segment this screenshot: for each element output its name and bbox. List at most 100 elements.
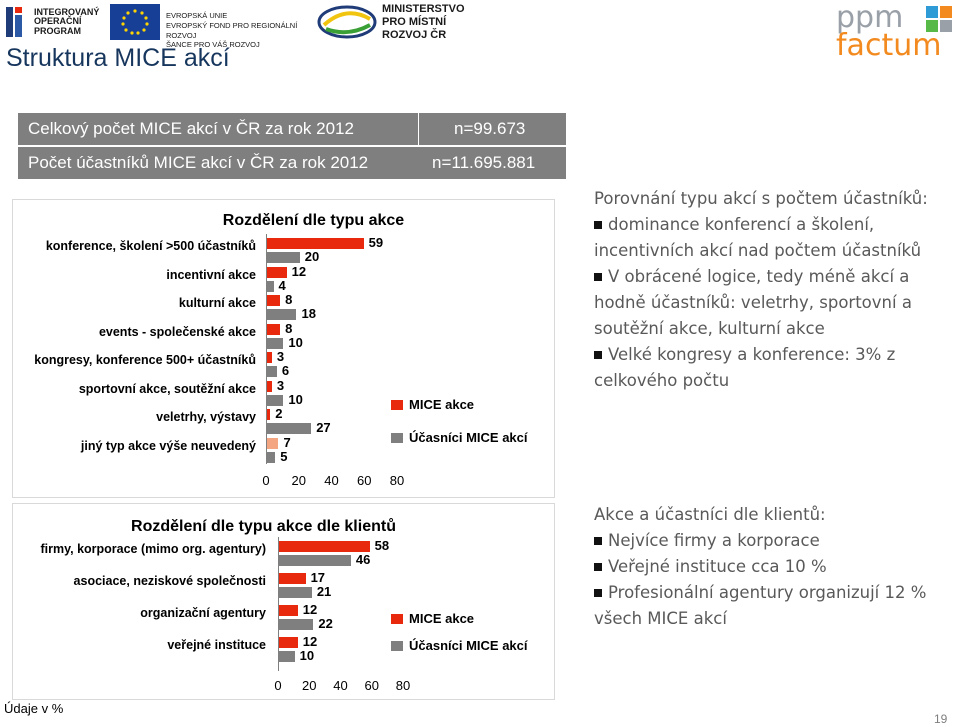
category-label: konference, školení >500 účastníků (45, 239, 256, 253)
mmr-line-1: MINISTERSTVO (382, 3, 465, 15)
bar-participants (267, 366, 277, 377)
data-label: 17 (310, 570, 326, 585)
side1-bullet: Velké kongresy a konference: 3% z celkov… (594, 342, 944, 394)
data-label: 27 (316, 420, 331, 435)
chart1-legend-participants-label: Účasníci MICE akcí (409, 430, 528, 445)
data-label: 20 (304, 249, 320, 264)
bar-participants (279, 587, 312, 598)
iop-line-3: PROGRAM (34, 25, 81, 36)
bar-mice (267, 238, 364, 249)
side1-bullet: dominance konferencí a školení, incentiv… (594, 212, 944, 264)
bar-participants (267, 337, 284, 349)
bar-mice (267, 266, 287, 278)
data-label: 12 (302, 634, 318, 649)
data-label: 10 (288, 334, 303, 350)
chart1-legend-mice-label: MICE akce (409, 397, 475, 412)
bar-participants (267, 451, 276, 463)
bar-participants (267, 280, 274, 292)
category-label: kulturní akce (178, 296, 256, 310)
chart2-legend-mice: MICE akce (391, 611, 474, 626)
bar-participants (267, 309, 297, 320)
side1-bullet: V obrácené logice, tedy méně akcí a hodn… (594, 264, 944, 342)
data-label: 21 (316, 584, 332, 599)
bar-participants (267, 423, 312, 434)
eu-line-2: EVROPSKÝ FOND PRO REGIONÁLNÍ ROZVOJ (166, 20, 298, 40)
y-axis-line (278, 537, 279, 671)
mmr-line-3: ROZVOJ ČR (382, 29, 447, 42)
x-tick-label: 60 (364, 678, 379, 693)
data-label: 10 (299, 648, 315, 663)
bar-participants (279, 555, 351, 566)
iop-logo-mark (6, 7, 28, 37)
data-label: 7 (283, 434, 291, 450)
legend-swatch-participants (391, 433, 403, 443)
category-label: incentivní akce (166, 267, 256, 282)
category-label: sportovní akce, soutěžní akce (78, 381, 256, 396)
bar-participants (279, 651, 295, 662)
chart1-legend-participants: Účasníci MICE akcí (391, 430, 528, 445)
x-tick-label: 20 (291, 473, 306, 488)
side2-bullet: Profesionální agentury organizují 12 % v… (594, 580, 944, 632)
data-label: 59 (368, 235, 384, 250)
eu-line-3: ŠANCE PRO VÁŠ ROZVOJ (166, 40, 260, 50)
data-label: 3 (276, 349, 285, 364)
footer-note: Údaje v % (4, 701, 64, 716)
legend-swatch-participants-2 (391, 641, 403, 651)
stat-participants-value: n=11.695.881 (432, 153, 536, 172)
category-label: events - společenské akce (98, 324, 256, 339)
stat-row-participants: Počet účastníků MICE akcí v ČR za rok 20… (18, 147, 566, 179)
x-tick-label: 80 (389, 473, 405, 488)
bar-mice (267, 380, 272, 392)
iop-line-2: OPERAČNÍ (34, 16, 82, 27)
ppm-logo-bottom: factum (836, 28, 942, 63)
legend-swatch-mice-2 (391, 614, 403, 624)
mmr-logo: MINISTERSTVO PRO MÍSTNÍ ROZVOJ ČR (382, 3, 472, 43)
legend-swatch-mice (391, 400, 403, 410)
category-label: kongresy, konference 500+ účastníků (34, 353, 256, 367)
stat-events-label: Celkový počet MICE akcí v ČR za rok 2012 (28, 119, 354, 138)
category-label: jiný typ akce výše neuvedený (80, 438, 256, 453)
data-label: 10 (288, 391, 303, 407)
x-tick-label: 0 (262, 473, 270, 488)
side1-heading: Porovnání typu akcí s počtem účastníků: (594, 189, 928, 208)
page-title: Struktura MICE akcí (6, 44, 230, 72)
stat-events-value: n=99.673 (454, 119, 526, 138)
bar-mice (267, 323, 281, 335)
bar-participants (279, 619, 314, 630)
category-label: organizační agentury (140, 606, 266, 620)
bar-mice (279, 637, 298, 648)
x-tick-label: 80 (395, 678, 411, 693)
data-label: 5 (280, 448, 288, 464)
mmr-line-2: PRO MÍSTNÍ (382, 16, 447, 29)
data-label: 8 (285, 292, 293, 307)
data-label: 46 (355, 552, 371, 567)
chart2-legend-participants-label: Účasníci MICE akcí (409, 638, 528, 653)
chart-by-event-type: Rozdělení dle typu akce MICE akce Účasní… (12, 199, 555, 498)
side2-bullet: Nejvíce firmy a korporace (594, 528, 944, 554)
y-axis-line (266, 234, 267, 464)
chart1-legend-mice: MICE akce (391, 397, 474, 412)
data-label: 18 (301, 306, 316, 321)
category-label: asociace, neziskové společnosti (73, 574, 266, 588)
side-text-event-types: Porovnání typu akcí s počtem účastníků: … (594, 186, 944, 394)
swirl-logo-icon (317, 5, 377, 39)
swirl-logo (316, 3, 378, 41)
x-tick-label: 0 (274, 678, 282, 693)
chart2-legend-mice-label: MICE akce (409, 611, 475, 626)
bar-mice (279, 605, 298, 616)
side-text-clients: Akce a účastníci dle klientů: Nejvíce fi… (594, 502, 944, 632)
bar-mice (267, 352, 272, 363)
data-label: 6 (281, 363, 290, 378)
x-tick-label: 40 (324, 473, 339, 488)
bar-participants (267, 252, 300, 263)
bar-participants (267, 394, 284, 406)
data-label: 2 (275, 406, 283, 421)
side2-heading: Akce a účastníci dle klientů: (594, 505, 826, 524)
bar-mice (267, 295, 281, 306)
bar-mice (267, 409, 271, 420)
side2-bullet: Veřejné instituce cca 10 % (594, 554, 944, 580)
data-label: 12 (291, 263, 307, 279)
data-label: 8 (285, 320, 293, 336)
iop-logo: INTEGROVANÝ OPERAČNÍ PROGRAM (6, 5, 106, 41)
category-label: veřejné instituce (167, 638, 266, 652)
